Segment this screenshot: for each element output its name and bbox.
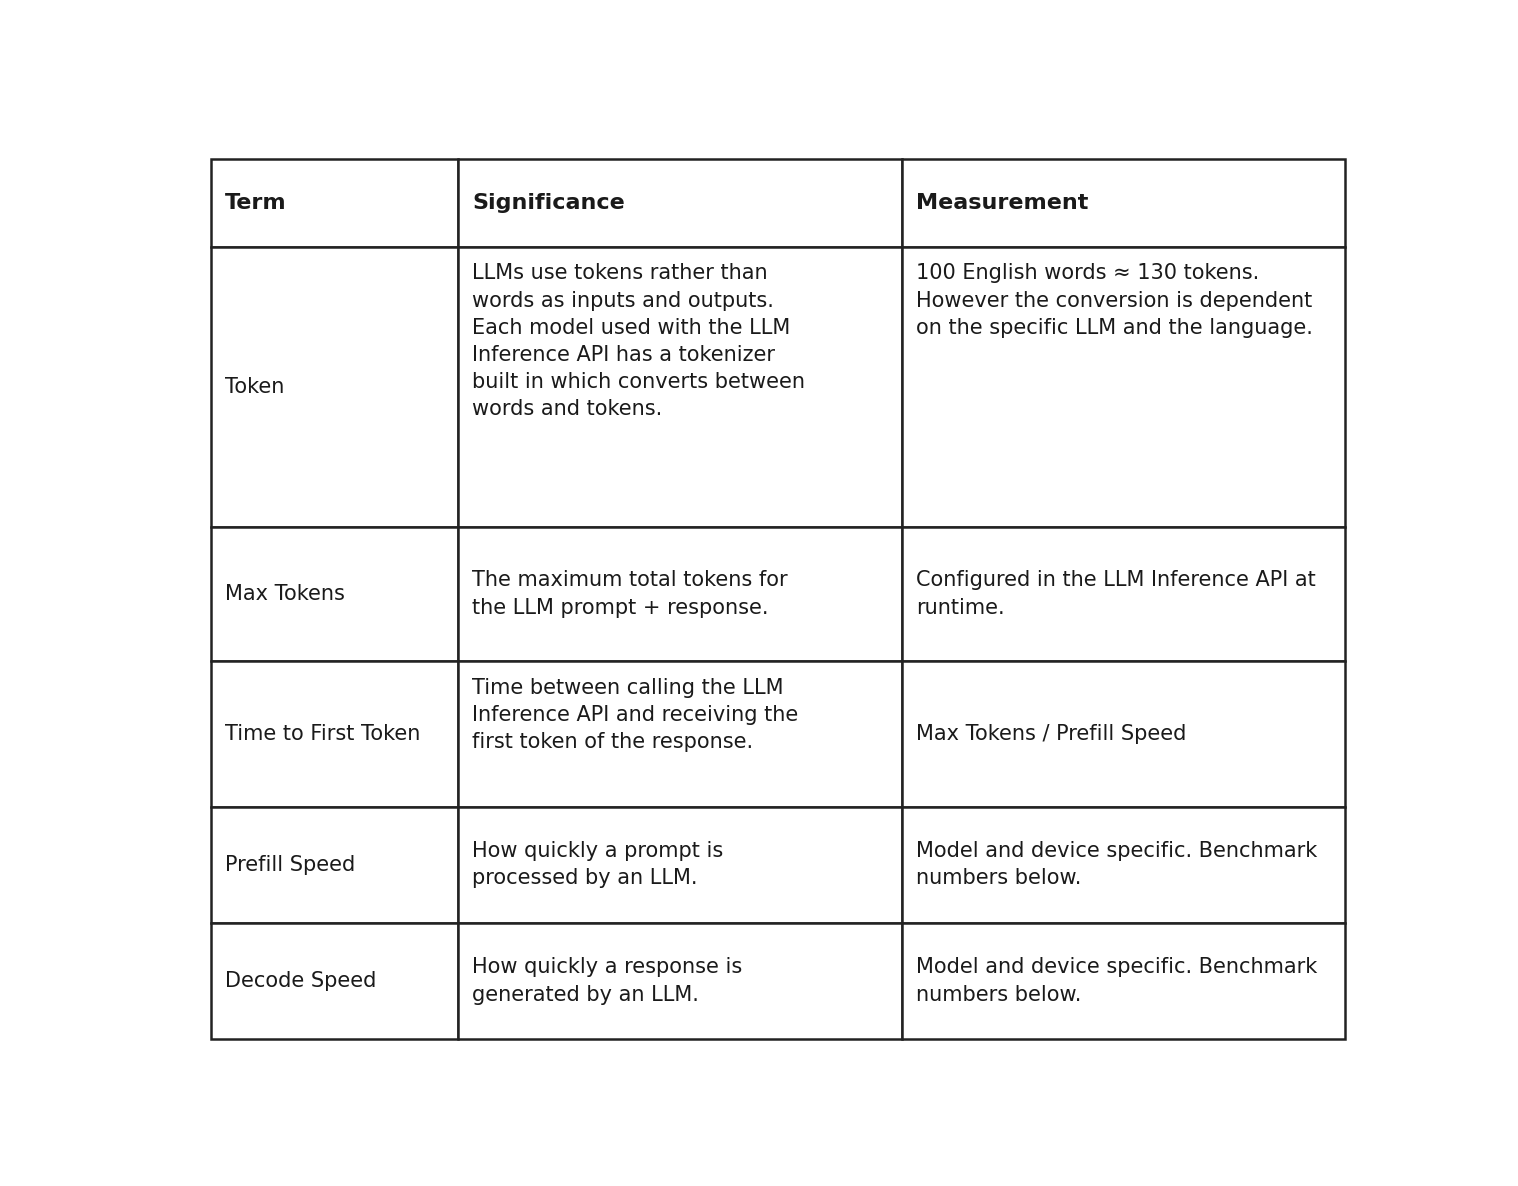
Bar (902, 662, 1345, 806)
Bar (458, 159, 902, 247)
Bar (458, 806, 902, 923)
Bar (211, 159, 458, 247)
Text: How quickly a response is
generated by an LLM.: How quickly a response is generated by a… (472, 957, 742, 1005)
Bar (902, 247, 1345, 527)
Text: Configured in the LLM Inference API at
runtime.: Configured in the LLM Inference API at r… (915, 570, 1316, 618)
Bar (902, 159, 1345, 247)
Text: LLMs use tokens rather than
words as inputs and outputs.
Each model used with th: LLMs use tokens rather than words as inp… (472, 263, 805, 420)
Bar (458, 662, 902, 806)
Text: Token: Token (225, 377, 284, 397)
Bar (211, 923, 458, 1039)
Bar (902, 923, 1345, 1039)
Text: Term: Term (225, 193, 287, 212)
Bar (902, 527, 1345, 662)
Text: Prefill Speed: Prefill Speed (225, 855, 355, 875)
Text: The maximum total tokens for
the LLM prompt + response.: The maximum total tokens for the LLM pro… (472, 570, 788, 618)
Text: Time to First Token: Time to First Token (225, 723, 420, 744)
Bar (458, 247, 902, 527)
Text: 100 English words ≈ 130 tokens.
However the conversion is dependent
on the speci: 100 English words ≈ 130 tokens. However … (915, 263, 1313, 338)
Bar (211, 662, 458, 806)
Text: Time between calling the LLM
Inference API and receiving the
first token of the : Time between calling the LLM Inference A… (472, 677, 798, 752)
Bar (458, 527, 902, 662)
Bar (902, 806, 1345, 923)
Text: Max Tokens: Max Tokens (225, 584, 345, 604)
Bar (211, 806, 458, 923)
Text: Max Tokens / Prefill Speed: Max Tokens / Prefill Speed (915, 723, 1186, 744)
Bar (458, 923, 902, 1039)
Text: Model and device specific. Benchmark
numbers below.: Model and device specific. Benchmark num… (915, 841, 1318, 888)
Text: Model and device specific. Benchmark
numbers below.: Model and device specific. Benchmark num… (915, 957, 1318, 1005)
Text: How quickly a prompt is
processed by an LLM.: How quickly a prompt is processed by an … (472, 841, 724, 888)
Bar (211, 527, 458, 662)
Text: Significance: Significance (472, 193, 625, 212)
Text: Decode Speed: Decode Speed (225, 971, 376, 991)
Text: Measurement: Measurement (915, 193, 1088, 212)
Bar (211, 247, 458, 527)
